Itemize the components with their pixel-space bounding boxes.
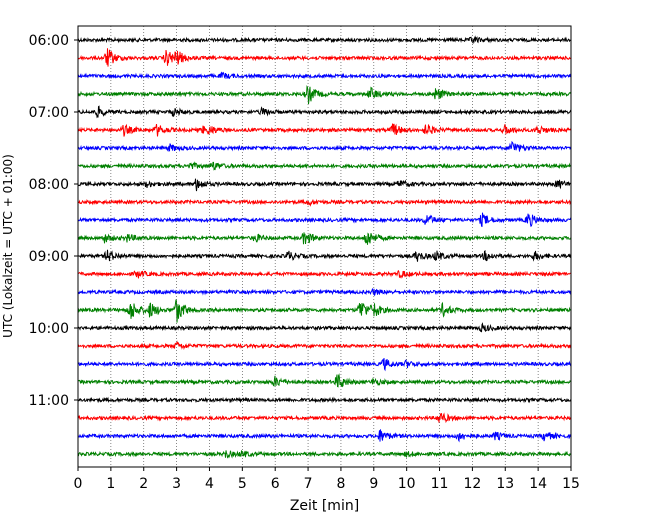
trace-line: [77, 212, 572, 228]
x-tick-label: 2: [139, 476, 148, 492]
x-tick-label: 13: [496, 476, 514, 492]
y-axis-label: UTC (Lokalzeit = UTC + 01:00): [1, 154, 15, 338]
trace-line: [77, 161, 572, 171]
trace-line: [77, 178, 572, 192]
trace-line: [77, 232, 572, 245]
seismogram-traces: [77, 35, 572, 459]
trace-line: [77, 412, 572, 424]
trace-line: [77, 140, 572, 153]
x-tick-label: 3: [172, 476, 181, 492]
x-tick-label: 15: [562, 476, 580, 492]
trace-line: [77, 340, 572, 351]
trace-line: [77, 35, 572, 45]
x-tick-label: 10: [398, 476, 416, 492]
y-tick-label: 08:00: [29, 177, 69, 193]
x-tick-label: 6: [271, 476, 280, 492]
trace-line: [77, 450, 572, 459]
trace-line: [77, 105, 572, 119]
trace-line: [77, 85, 572, 105]
x-tick-label: 7: [304, 476, 313, 492]
trace-line: [77, 123, 572, 137]
x-tick-label: 1: [106, 476, 115, 492]
y-tick-label: 06:00: [29, 33, 69, 49]
y-axis-ticks: 06:00 07:00 08:00 09:00 10:00 11:00: [29, 33, 78, 409]
x-tick-label: 9: [369, 476, 378, 492]
trace-line: [77, 249, 572, 262]
x-axis-ticks: 0 1 2 3 4 5 6 7 8 9 10 11 12 13 14 15: [74, 467, 580, 492]
y-tick-label: 07:00: [29, 105, 69, 121]
trace-line: [77, 48, 572, 67]
x-tick-label: 8: [336, 476, 345, 492]
y-tick-label: 09:00: [29, 249, 69, 265]
y-tick-label: 10:00: [29, 321, 69, 337]
x-tick-label: 4: [205, 476, 214, 492]
trace-line: [77, 71, 572, 80]
x-tick-label: 14: [529, 476, 547, 492]
x-tick-label: 5: [238, 476, 247, 492]
x-tick-label: 12: [463, 476, 481, 492]
plot-frame: [77, 25, 572, 468]
y-tick-label: 11:00: [29, 393, 69, 409]
trace-line: [77, 373, 572, 388]
x-axis-label: Zeit [min]: [290, 498, 359, 514]
trace-line: [77, 198, 572, 207]
trace-line: [77, 270, 572, 279]
trace-line: [77, 396, 572, 404]
trace-line: [77, 429, 572, 443]
x-tick-label: 11: [431, 476, 449, 492]
trace-line: [77, 322, 572, 333]
trace-line: [77, 299, 572, 323]
x-tick-label: 0: [74, 476, 83, 492]
trace-line: [77, 357, 572, 372]
trace-line: [77, 287, 572, 296]
